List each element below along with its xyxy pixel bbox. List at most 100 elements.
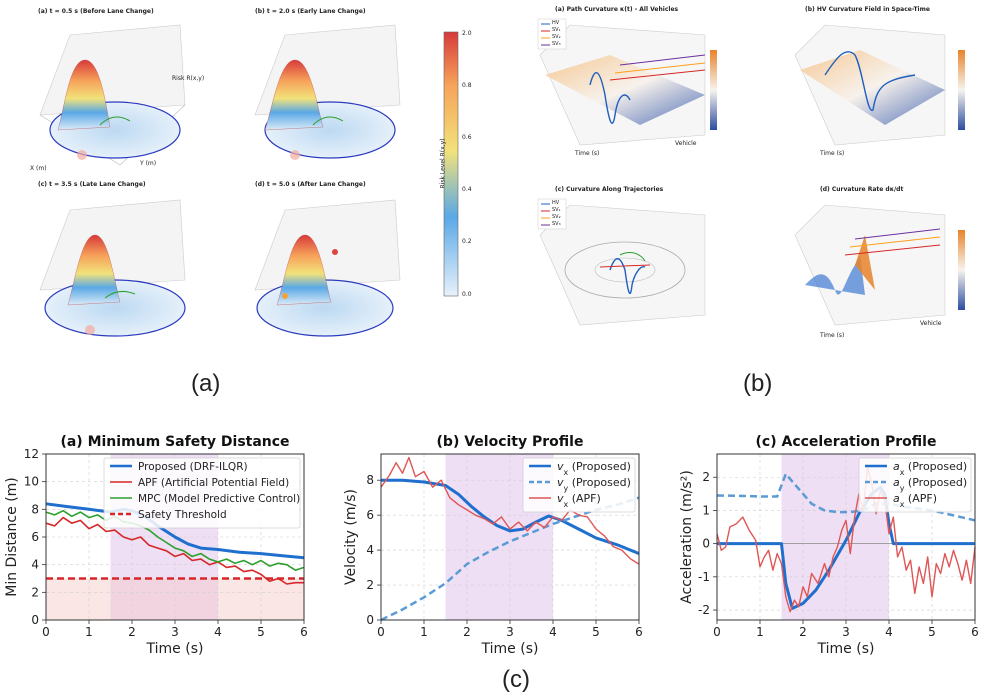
y-tick-label: 8 xyxy=(366,473,374,487)
panel-b-title-2: (b) HV Curvature Field in Space-Time xyxy=(805,6,930,13)
x-tick-label: 1 xyxy=(756,625,764,639)
panel-b-title-1: (a) Path Curvature κ(t) - All Vehicles xyxy=(555,6,679,13)
y-tick-label: 0 xyxy=(702,537,710,551)
y-axis-label: Acceleration (m/s²) xyxy=(679,470,695,604)
x-tick-label: 2 xyxy=(463,625,471,639)
legend-label: APF (Artificial Potential Field) xyxy=(138,477,289,489)
y-tick-label: 10 xyxy=(24,475,39,489)
x-tick-label: 2 xyxy=(799,625,807,639)
risk-surface-1 xyxy=(39,24,186,166)
risk-surface-4 xyxy=(254,199,401,337)
risk-surface-2 xyxy=(254,24,401,160)
x-tick-label: 1 xyxy=(85,625,93,639)
curvature-surface-4 xyxy=(794,204,965,326)
panel-b-time-label-2: Time (s) xyxy=(820,150,845,157)
y-tick-label: 1 xyxy=(702,503,710,517)
panel-b-svg xyxy=(537,18,965,326)
x-tick-label: 5 xyxy=(592,625,600,639)
legend-label: ax (APF) xyxy=(893,492,937,509)
caption-a: (a) xyxy=(191,370,221,397)
panel-a-ylabel: Y (m) xyxy=(140,160,157,167)
panel-b-legend-c-4: SV₃ xyxy=(552,221,561,227)
x-tick-label: 5 xyxy=(257,625,265,639)
legend-label: ax (Proposed) xyxy=(893,460,967,477)
series-line-1 xyxy=(717,485,975,610)
chart-2: 0 1 2 3 4 5 6 0 2 4 6 8 (b) Velocity Profile Time (s)… xyxy=(343,434,643,657)
panel-b-legend-c-3: SV₂ xyxy=(552,214,561,220)
curvature-surface-1 xyxy=(537,18,717,146)
y-tick-label: -2 xyxy=(698,603,710,617)
y-tick-label: 0 xyxy=(366,613,374,627)
chart-3: 0 1 2 3 4 5 6 -2 -1 0 1 2 (c) Acceleration Profile Ti… xyxy=(679,434,979,657)
legend-label: MPC (Model Predictive Control) xyxy=(138,493,300,505)
y-tick-label: 8 xyxy=(31,502,39,516)
x-axis-label: Time (s) xyxy=(817,641,875,657)
x-tick-label: 0 xyxy=(377,625,385,639)
panel-a-title-2: (b) t = 2.0 s (Early Lane Change) xyxy=(255,8,366,15)
y-tick-label: -1 xyxy=(698,570,710,584)
panel-b-vehicle-label-1: Vehicle xyxy=(675,140,697,147)
x-tick-label: 0 xyxy=(42,625,50,639)
y-tick-label: 2 xyxy=(702,470,710,484)
caption-b: (b) xyxy=(743,370,773,397)
panel-b-legend-3: SV₂ xyxy=(552,34,561,40)
panel-b-vehicle-label-4: Vehicle xyxy=(920,320,942,327)
series-line-3 xyxy=(716,466,976,613)
panel-a-xlabel: X (m) xyxy=(30,165,47,172)
curvature-surface-3 xyxy=(537,198,706,326)
panel-a: (a) t = 0.5 s (Before Lane Change) (b) t… xyxy=(0,0,490,370)
colorbar-tick: 0.4 xyxy=(462,186,472,193)
x-tick-label: 3 xyxy=(506,625,514,639)
panel-b-time-label-1: Time (s) xyxy=(575,150,600,157)
panel-a-title-4: (d) t = 5.0 s (After Lane Change) xyxy=(255,181,366,188)
y-tick-label: 0 xyxy=(31,613,39,627)
legend-label: vy (Proposed) xyxy=(557,476,631,493)
panel-a-title-1: (a) t = 0.5 s (Before Lane Change) xyxy=(38,8,154,15)
panel-b-legend-1: HV xyxy=(552,20,560,26)
x-tick-label: 6 xyxy=(635,625,643,639)
x-axis-label: Time (s) xyxy=(146,641,204,657)
y-tick-label: 2 xyxy=(31,585,39,599)
panel-a-colorbar xyxy=(443,31,459,297)
series-line-3 xyxy=(45,509,305,571)
curvature-surface-2 xyxy=(794,24,965,146)
panel-b-title-3: (c) Curvature Along Trajectories xyxy=(555,186,664,193)
legend-label: Proposed (DRF-ILQR) xyxy=(138,461,248,473)
colorbar-tick: 0.2 xyxy=(462,238,472,245)
y-axis-label: Min Distance (m) xyxy=(4,477,20,597)
y-tick-label: 2 xyxy=(366,578,374,592)
legend-label: vx (Proposed) xyxy=(557,460,631,477)
panel-b-title-4: (d) Curvature Rate dκ/dt xyxy=(820,186,904,193)
y-tick-label: 6 xyxy=(366,508,374,522)
y-tick-label: 12 xyxy=(24,447,39,461)
legend-label: vx (APF) xyxy=(557,492,601,509)
chart-title: (b) Velocity Profile xyxy=(437,434,584,450)
y-tick-label: 4 xyxy=(31,558,39,572)
legend-label: ay (Proposed) xyxy=(893,476,967,493)
panel-b-legend-4: SV₃ xyxy=(552,41,561,47)
series-line-1 xyxy=(45,502,305,560)
y-axis-label: Velocity (m/s) xyxy=(343,489,359,585)
x-tick-label: 4 xyxy=(885,625,893,639)
x-tick-label: 6 xyxy=(971,625,979,639)
colorbar-tick: 0.0 xyxy=(462,291,472,298)
panel-a-colorbar-label: Risk Level R(x,y) xyxy=(439,138,447,189)
y-tick-label: 6 xyxy=(31,530,39,544)
panel-a-title-3: (c) t = 3.5 s (Late Lane Change) xyxy=(38,181,146,188)
series-line-1 xyxy=(381,478,640,555)
series-line-3 xyxy=(380,456,640,565)
colorbar-tick: 2.0 xyxy=(462,30,472,37)
legend-box xyxy=(103,457,301,529)
colorbar-tick: 0.6 xyxy=(462,134,472,141)
x-tick-label: 1 xyxy=(420,625,428,639)
legend-label: Safety Threshold xyxy=(138,509,227,521)
y-tick-label: 4 xyxy=(366,543,374,557)
x-tick-label: 3 xyxy=(842,625,850,639)
panel-b-legend-2: SV₁ xyxy=(552,27,561,33)
panel-b-legend-c-1: HV xyxy=(552,200,560,206)
caption-c: (c) xyxy=(502,666,530,693)
panel-a-zlabel: Risk R(x,y) xyxy=(172,75,205,82)
series-line-2 xyxy=(45,516,304,585)
